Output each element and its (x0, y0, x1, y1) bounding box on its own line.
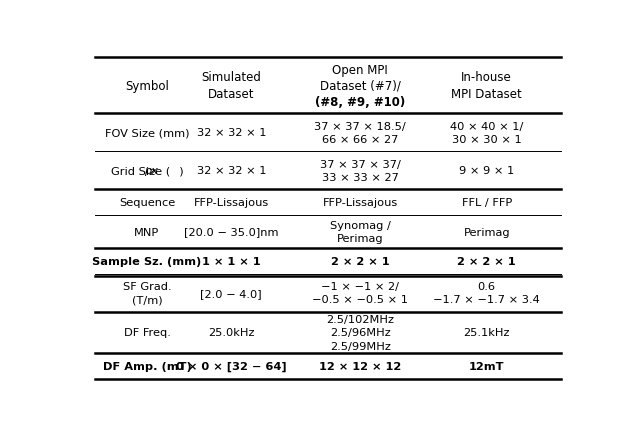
Text: FFP-Lissajous: FFP-Lissajous (323, 198, 398, 208)
Text: MNP: MNP (134, 227, 159, 237)
Text: In-house
MPI Dataset: In-house MPI Dataset (451, 71, 522, 101)
Text: 0 × 0 × [32 − 64]: 0 × 0 × [32 − 64] (176, 361, 287, 372)
Text: Perimag: Perimag (463, 227, 510, 237)
Text: 12mT: 12mT (469, 362, 504, 372)
Text: [20.0 − 35.0]nm: [20.0 − 35.0]nm (184, 227, 278, 237)
Text: 0.6
−1.7 × −1.7 × 3.4: 0.6 −1.7 × −1.7 × 3.4 (433, 282, 540, 304)
Text: 2.5/102MHz
2.5/96MHz
2.5/99MHz: 2.5/102MHz 2.5/96MHz 2.5/99MHz (326, 315, 394, 351)
Text: Sample Sz. (mm): Sample Sz. (mm) (92, 256, 202, 266)
Text: FFP-Lissajous: FFP-Lissajous (194, 198, 269, 208)
Text: 25.1kHz: 25.1kHz (463, 328, 510, 338)
Text: px: px (144, 166, 158, 176)
Text: SF Grad.
(T/m): SF Grad. (T/m) (123, 282, 172, 304)
Text: Synomag /
Perimag: Synomag / Perimag (330, 221, 390, 243)
Text: 2 × 2 × 1: 2 × 2 × 1 (331, 256, 390, 266)
Text: 9 × 9 × 1: 9 × 9 × 1 (459, 166, 515, 176)
Text: 32 × 32 × 1: 32 × 32 × 1 (196, 166, 266, 176)
Text: 37 × 37 × 18.5/
66 × 66 × 27: 37 × 37 × 18.5/ 66 × 66 × 27 (314, 121, 406, 144)
Text: 40 × 40 × 1/
30 × 30 × 1: 40 × 40 × 1/ 30 × 30 × 1 (450, 121, 524, 144)
Text: 2 × 2 × 1: 2 × 2 × 1 (458, 256, 516, 266)
Text: (#8, #9, #10): (#8, #9, #10) (315, 95, 405, 108)
Text: 25.0kHz: 25.0kHz (208, 328, 255, 338)
Text: −1 × −1 × 2/
−0.5 × −0.5 × 1: −1 × −1 × 2/ −0.5 × −0.5 × 1 (312, 282, 408, 304)
Text: Simulated
Dataset: Simulated Dataset (202, 71, 261, 101)
Text: 1 × 1 × 1: 1 × 1 × 1 (202, 256, 260, 266)
Text: 12 × 12 × 12: 12 × 12 × 12 (319, 362, 401, 372)
Text: Grid Size (    ): Grid Size ( ) (111, 166, 183, 176)
Text: Dataset (#7)/: Dataset (#7)/ (320, 80, 401, 92)
Text: FFL / FFP: FFL / FFP (461, 198, 512, 208)
Text: Sequence: Sequence (119, 198, 175, 208)
Text: [2.0 − 4.0]: [2.0 − 4.0] (200, 288, 262, 298)
Text: 32 × 32 × 1: 32 × 32 × 1 (196, 128, 266, 138)
Text: Symbol: Symbol (125, 80, 169, 92)
Text: DF Amp. (mT): DF Amp. (mT) (102, 362, 191, 372)
Text: DF Freq.: DF Freq. (124, 328, 170, 338)
Text: FOV Size (mm): FOV Size (mm) (105, 128, 189, 138)
Text: 37 × 37 × 37/
33 × 33 × 27: 37 × 37 × 37/ 33 × 33 × 27 (320, 159, 401, 182)
Text: Open MPI: Open MPI (332, 64, 388, 77)
